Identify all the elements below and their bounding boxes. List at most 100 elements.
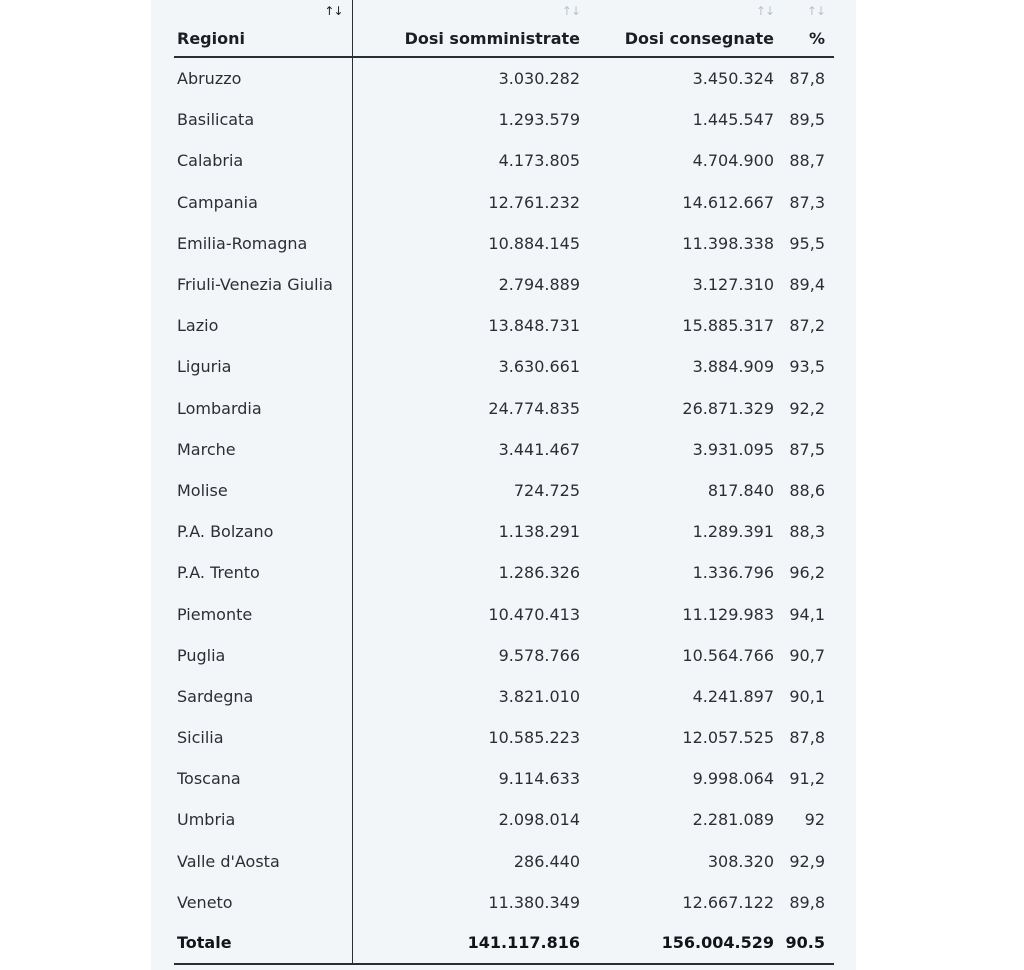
column-header-label: Dosi consegnate (624, 29, 774, 48)
cell-percent: 87,8 (789, 69, 825, 89)
cell-dosi-consegnate: 15.885.317 (682, 316, 774, 336)
cell-dosi-somministrate: 13.848.731 (488, 316, 580, 336)
table-row: Basilicata 1.293.579 1.445.547 89,5 (174, 99, 834, 141)
cell-regione: Lazio (174, 305, 353, 347)
cell-regione: Emilia-Romagna (174, 222, 353, 264)
cell-dosi-somministrate: 3.441.467 (498, 439, 580, 459)
cell-regione: Sardegna (174, 675, 353, 717)
table-row: Molise 724.725 817.840 88,6 (174, 469, 834, 512)
cell-dosi-somministrate: 2.098.014 (498, 810, 580, 830)
total-percent: 90.5 (783, 922, 834, 965)
cell-dosi-somministrate: 2.794.889 (498, 275, 580, 295)
cell-dosi-somministrate: 10.470.413 (488, 604, 580, 624)
cell-regione: Friuli-Venezia Giulia (174, 263, 353, 306)
cell-dosi-consegnate: 308.320 (707, 851, 774, 871)
cell-dosi-somministrate: 286.440 (513, 851, 580, 871)
cell-percent: 89,5 (789, 110, 825, 130)
cell-regione: Veneto (174, 881, 353, 923)
cell-dosi-somministrate: 3.821.010 (498, 686, 580, 706)
cell-dosi-consegnate: 1.289.391 (692, 522, 774, 542)
cell-dosi-consegnate: 11.398.338 (682, 233, 774, 253)
cell-dosi-consegnate: 3.127.310 (692, 275, 774, 295)
cell-percent: 87,2 (789, 316, 825, 336)
cell-regione: Piemonte (174, 593, 353, 635)
table-row: Puglia 9.578.766 10.564.766 90,7 (174, 634, 834, 676)
table-row: Emilia-Romagna 10.884.145 11.398.338 95,5 (174, 222, 834, 264)
cell-percent: 88,3 (789, 522, 825, 542)
cell-dosi-consegnate: 12.057.525 (682, 728, 774, 748)
cell-dosi-consegnate: 1.336.796 (692, 563, 774, 583)
cell-regione: Basilicata (174, 99, 353, 141)
cell-regione: Calabria (174, 140, 353, 182)
table-row: Valle d'Aosta 286.440 308.320 92,9 (174, 840, 834, 882)
cell-regione: Abruzzo (174, 57, 353, 100)
cell-dosi-somministrate: 11.380.349 (488, 892, 580, 912)
table-row: Umbria 2.098.014 2.281.089 92 (174, 799, 834, 841)
table-row: Campania 12.761.232 14.612.667 87,3 (174, 181, 834, 223)
cell-dosi-somministrate: 10.585.223 (488, 728, 580, 748)
cell-dosi-consegnate: 3.931.095 (692, 439, 774, 459)
cell-percent: 94,1 (789, 604, 825, 624)
table-body: Abruzzo 3.030.282 3.450.324 87,8 Basilicata 1… (174, 57, 834, 923)
table-row: Calabria 4.173.805 4.704.900 88,7 (174, 140, 834, 182)
total-dosi-consegnate: 156.004.529 (589, 922, 783, 965)
table-row: Piemonte 10.470.413 11.129.983 94,1 (174, 593, 834, 635)
cell-percent: 95,5 (789, 233, 825, 253)
cell-dosi-consegnate: 10.564.766 (682, 645, 774, 665)
column-header-dosi-consegnate[interactable]: ↑↓ Dosi consegnate (589, 0, 783, 58)
table-panel: ↑↓ Regioni ↑↓ Dosi somministrate ↑↓ Dosi… (151, 0, 856, 970)
cell-percent: 89,4 (789, 275, 825, 295)
table-row: Sicilia 10.585.223 12.057.525 87,8 (174, 717, 834, 759)
table-row: Friuli-Venezia Giulia 2.794.889 3.127.310 8… (174, 263, 834, 306)
cell-dosi-somministrate: 3.630.661 (498, 357, 580, 377)
cell-dosi-somministrate: 12.761.232 (488, 192, 580, 212)
cell-dosi-consegnate: 3.884.909 (692, 357, 774, 377)
table-row: Lombardia 24.774.835 26.871.329 92,2 (174, 387, 834, 429)
cell-dosi-somministrate: 1.286.326 (498, 563, 580, 583)
total-dosi-somministrate: 141.117.816 (352, 922, 589, 965)
cell-dosi-somministrate: 10.884.145 (488, 233, 580, 253)
column-header-percent[interactable]: ↑↓ % (783, 0, 834, 58)
cell-percent: 90,1 (789, 686, 825, 706)
cell-percent: 89,8 (789, 892, 825, 912)
cell-dosi-somministrate: 1.138.291 (498, 522, 580, 542)
cell-regione: Liguria (174, 346, 353, 388)
cell-percent: 92,9 (789, 851, 825, 871)
column-header-label: % (808, 29, 825, 48)
cell-dosi-consegnate: 1.445.547 (692, 110, 774, 130)
column-header-regioni[interactable]: ↑↓ Regioni (174, 0, 353, 58)
cell-percent: 96,2 (789, 563, 825, 583)
cell-percent: 92 (804, 810, 825, 830)
vaccine-doses-table: ↑↓ Regioni ↑↓ Dosi somministrate ↑↓ Dosi… (174, 0, 834, 965)
table-row: P.A. Bolzano 1.138.291 1.289.391 88,3 (174, 511, 834, 553)
cell-regione: Lombardia (174, 387, 353, 429)
cell-percent: 91,2 (789, 769, 825, 789)
cell-percent: 93,5 (789, 357, 825, 377)
cell-percent: 87,5 (789, 439, 825, 459)
cell-dosi-somministrate: 9.578.766 (498, 645, 580, 665)
cell-percent: 87,8 (789, 728, 825, 748)
cell-regione: P.A. Trento (174, 552, 353, 594)
cell-dosi-consegnate: 9.998.064 (692, 769, 774, 789)
total-row: Totale 141.117.816 156.004.529 90.5 (174, 922, 834, 965)
cell-percent: 88,6 (789, 480, 825, 500)
sort-icon[interactable]: ↑↓ (806, 4, 826, 18)
table-row: Lazio 13.848.731 15.885.317 87,2 (174, 305, 834, 347)
table-row: Toscana 9.114.633 9.998.064 91,2 (174, 758, 834, 800)
cell-percent: 90,7 (789, 645, 825, 665)
cell-percent: 92,2 (789, 398, 825, 418)
total-label: Totale (174, 922, 353, 965)
cell-regione: Molise (174, 469, 353, 512)
column-header-dosi-somministrate[interactable]: ↑↓ Dosi somministrate (352, 0, 589, 58)
sort-icon[interactable]: ↑↓ (561, 4, 581, 18)
cell-dosi-consegnate: 14.612.667 (682, 192, 774, 212)
column-header-label: Dosi somministrate (404, 29, 580, 48)
cell-regione: Valle d'Aosta (174, 840, 353, 882)
cell-dosi-consegnate: 2.281.089 (692, 810, 774, 830)
table-row: Abruzzo 3.030.282 3.450.324 87,8 (174, 57, 834, 100)
sort-icon[interactable]: ↑↓ (324, 4, 343, 18)
cell-dosi-consegnate: 11.129.983 (682, 604, 774, 624)
cell-regione: Campania (174, 181, 353, 223)
cell-dosi-somministrate: 24.774.835 (488, 398, 580, 418)
sort-icon[interactable]: ↑↓ (755, 4, 775, 18)
